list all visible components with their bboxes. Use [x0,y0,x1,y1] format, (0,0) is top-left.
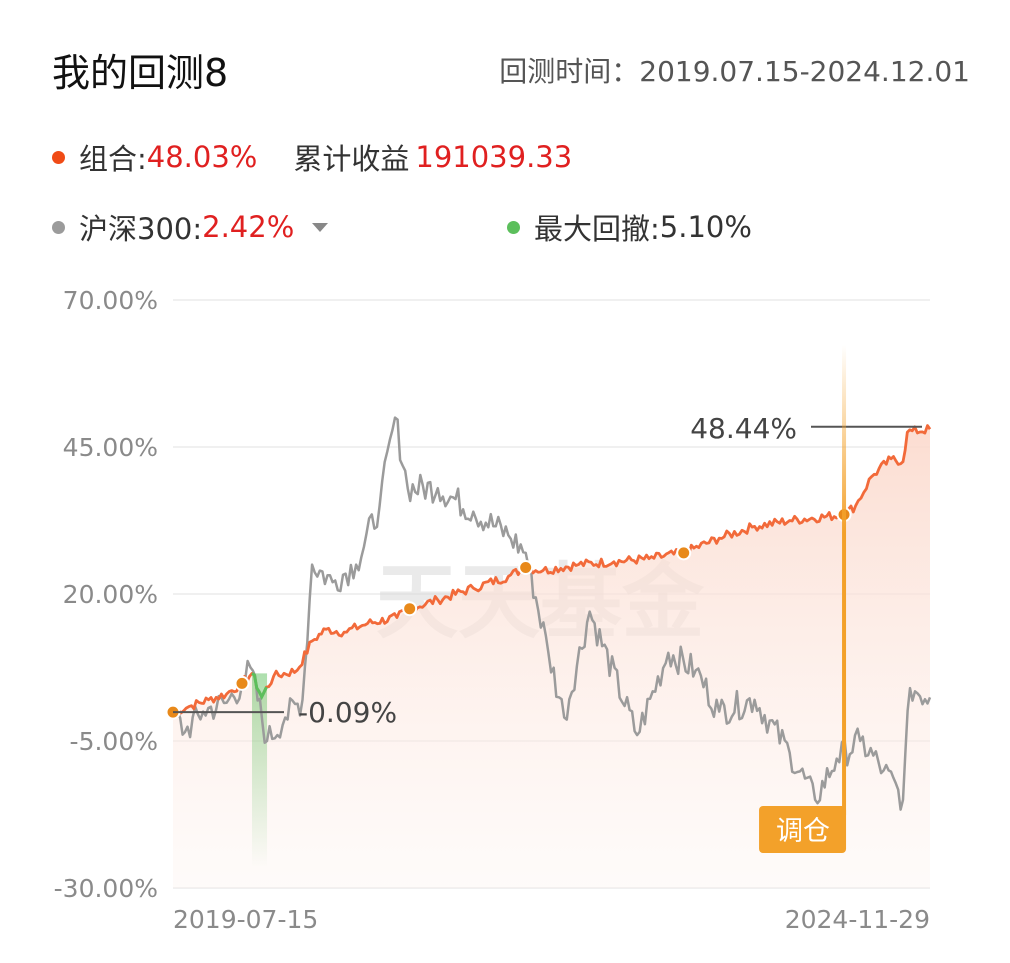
drawdown-segment [251,672,268,701]
range-value: 2019.07.15-2024.12.01 [639,55,970,88]
x-axis: 2019-07-15 2024-11-29 [173,905,930,934]
legend-portfolio: 组合: 48.03% 累计收益 191039.33 [52,136,572,178]
y-tick-label: 45.00% [63,433,158,462]
benchmark-dot-icon [52,220,65,234]
tiaocang-label: 调仓 [776,816,830,847]
series-line-portfolio [172,424,932,715]
start-value-label: -0.09% [298,696,397,729]
backtest-range: 回测时间：2019.07.15-2024.12.01 [499,50,970,90]
y-axis: 70.00% 45.00% 20.00% -5.00% -30.00% [54,286,158,903]
series-line-benchmark [172,416,932,811]
y-tick-label: -30.00% [54,874,158,903]
portfolio-dot-icon [52,150,65,164]
rebalance-marker[interactable] [234,675,250,691]
y-tick-label: 20.00% [63,580,158,609]
tiaocang-line [842,345,847,815]
rebalance-marker[interactable] [676,545,692,561]
max-value-label: 48.44% [690,412,797,445]
cum-return-value: 191039.33 [415,140,573,174]
portfolio-value: 48.03% [146,140,258,174]
drawdown-dot-icon [507,220,520,234]
x-tick-label: 2024-11-29 [785,905,930,934]
y-tick-label: -5.00% [70,727,158,756]
x-tick-label: 2019-07-15 [173,905,318,934]
portfolio-label: 组合: [79,142,147,176]
benchmark-value: 2.42% [202,210,295,244]
rebalance-marker[interactable] [518,560,534,576]
y-tick-label: 70.00% [63,286,158,315]
series-layer [165,416,932,888]
cum-return-label: 累计收益 [293,142,410,176]
annotation-layer: -0.09% 48.44% 调仓 [173,345,922,853]
mdd-value: 5.10% [659,210,752,244]
benchmark-label: 沪深300: [79,212,203,246]
legend-max-drawdown: 最大回撤: 5.10% [507,206,752,248]
range-label: 回测时间： [499,55,640,88]
tiaocang-badge[interactable] [759,806,847,853]
mdd-label: 最大回撤: [534,212,660,246]
rebalance-marker[interactable] [402,601,418,617]
legend-benchmark[interactable]: 沪深300: 2.42% [52,206,329,248]
portfolio-area [173,425,930,888]
benchmark-dropdown-icon[interactable] [312,222,329,232]
page-title: 我的回测8 [52,51,229,95]
